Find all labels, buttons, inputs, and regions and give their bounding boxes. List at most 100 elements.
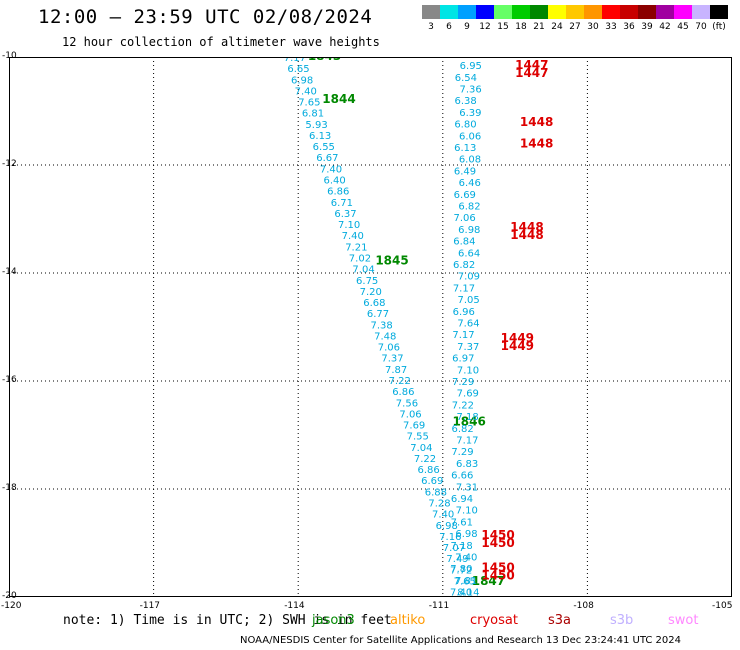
- legend-label: 24: [551, 22, 563, 32]
- legend-item: 30: [584, 5, 602, 32]
- cryosat-time-label: 1449: [501, 339, 534, 353]
- wave-height-label: 7.69: [457, 389, 479, 400]
- wave-height-label: 6.13: [454, 143, 476, 154]
- legend-label: 21: [533, 22, 545, 32]
- legend-item: 36: [620, 5, 638, 32]
- legend-swatch: [638, 5, 656, 19]
- wave-height-label: 6.69: [454, 190, 476, 201]
- wave-height-label: 6.40: [324, 176, 346, 187]
- legend-label: 70: [695, 22, 707, 32]
- wave-height-label: 7.22: [452, 400, 474, 411]
- legend-item: (ft): [710, 5, 728, 32]
- legend-swatch: [566, 5, 584, 19]
- satellite-altiko: altiko: [390, 613, 426, 628]
- wave-height-label: 6.06: [459, 131, 481, 142]
- cryosat-time-label: 1448: [520, 136, 553, 150]
- wave-height-label: 7.40: [295, 86, 317, 97]
- wave-height-label: 7.18: [450, 541, 472, 552]
- legend-item: 45: [674, 5, 692, 32]
- legend-label: 9: [464, 22, 470, 32]
- legend-item: 12: [476, 5, 494, 32]
- jason3-time-label: 1845: [375, 254, 408, 268]
- wave-height-label: 6.95: [460, 61, 482, 72]
- lat-tick-label: -12: [2, 159, 17, 169]
- wave-height-label: 7.72: [450, 565, 472, 576]
- wave-height-label: 7.65: [298, 98, 320, 109]
- wave-height-label: 7.17: [452, 330, 474, 341]
- legend-item: 27: [566, 5, 584, 32]
- wave-height-label: 6.64: [458, 248, 480, 259]
- legend-swatch: [494, 5, 512, 19]
- satellite-cryosat: cryosat: [470, 613, 518, 628]
- lon-tick-label: -117: [139, 601, 161, 611]
- page-title: 12:00 – 23:59 UTC 02/08/2024: [38, 6, 373, 28]
- legend-item: 39: [638, 5, 656, 32]
- wave-height-label: 6.13: [309, 131, 331, 142]
- wave-height-label: 7.40: [450, 588, 472, 597]
- lat-tick-label: -18: [2, 483, 17, 493]
- legend-swatch: [692, 5, 710, 19]
- legend-label: 33: [605, 22, 617, 32]
- wave-height-label: 7.61: [451, 517, 473, 528]
- lon-tick-label: -114: [284, 601, 305, 611]
- wave-height-label: 7.21: [345, 242, 367, 253]
- cryosat-time-label: 1448: [520, 115, 553, 129]
- satellite-s3a: s3a: [548, 613, 572, 628]
- wave-height-label: 7.81: [455, 576, 477, 587]
- wave-height-label: 7.48: [374, 331, 396, 342]
- cryosat-time-label: 1450: [481, 536, 514, 550]
- wave-map-plot: 7.17 6.65 6.98 7.40 7.65 6.81 5.93 6.13 6.55 6.67…: [9, 49, 732, 599]
- wave-height-label: 7.31: [456, 482, 478, 493]
- wave-height-label: 6.94: [451, 494, 473, 505]
- legend-label: 6: [446, 22, 452, 32]
- wave-height-label: 7.36: [459, 85, 481, 96]
- legend-swatch: [584, 5, 602, 19]
- wave-height-label: 7.55: [407, 432, 429, 443]
- satellite-swot: swot: [668, 613, 699, 628]
- wave-height-label: 6.67: [316, 153, 338, 164]
- wave-height-label: 6.39: [459, 108, 481, 119]
- wave-height-label: 7.69: [403, 421, 425, 432]
- satellite-jason3: jason3: [312, 613, 355, 628]
- wave-height-label: 7.40: [455, 553, 477, 564]
- legend-label: 42: [659, 22, 671, 32]
- wave-height-label: 6.37: [334, 209, 356, 220]
- wave-map-svg: 7.176.656.987.407.656.815.936.136.556.67…: [9, 49, 732, 599]
- wave-height-label: 7.06: [399, 409, 421, 420]
- jason3-time-label: 1844: [322, 92, 355, 106]
- wave-height-label: 7.40: [342, 231, 364, 242]
- wave-height-label: 6.82: [453, 260, 475, 271]
- wave-height-label: 6.71: [331, 198, 353, 209]
- wave-height-label: 6.75: [356, 276, 378, 287]
- wave-height-label: 7.05: [458, 295, 480, 306]
- wave-height-label: 6.86: [392, 387, 414, 398]
- legend-swatch: [674, 5, 692, 19]
- legend-swatch: [620, 5, 638, 19]
- wave-height-label: 7.37: [457, 342, 479, 353]
- wave-height-label: 7.10: [456, 506, 478, 517]
- legend-item: 21: [530, 5, 548, 32]
- wave-height-label: 7.07: [443, 543, 465, 554]
- cryosat-time-label: 1450: [481, 560, 514, 574]
- wave-height-label: 7.06: [453, 213, 475, 224]
- lat-tick-label: -10: [2, 51, 17, 61]
- legend-item: 15: [494, 5, 512, 32]
- satellite-list: jason3 altiko cryosat s3a s3b swot: [0, 613, 740, 631]
- cryosat-time-label: 1448: [510, 220, 543, 234]
- lon-tick-label: -120: [1, 601, 22, 611]
- jason3-time-label: 1843: [308, 57, 341, 63]
- cryosat-time-label: 1450: [481, 568, 514, 582]
- wave-height-label: 6.65: [287, 64, 309, 75]
- lat-tick-label: -20: [2, 591, 17, 601]
- legend-item: 24: [548, 5, 566, 32]
- wave-height-label: 7.10: [457, 365, 479, 376]
- credit-text: NOAA/NESDIS Center for Satellite Applica…: [240, 635, 682, 646]
- legend-label: (ft): [712, 22, 726, 32]
- wave-height-label: 7.56: [396, 398, 418, 409]
- wave-height-label: 7.38: [371, 320, 393, 331]
- note-text: note: 1) Time is in UTC; 2) SWH is in fe…: [63, 613, 392, 628]
- wave-height-label: 7.17: [284, 57, 306, 64]
- legend-swatch: [512, 5, 530, 19]
- legend-label: 36: [623, 22, 635, 32]
- lon-tick-label: -108: [573, 601, 594, 611]
